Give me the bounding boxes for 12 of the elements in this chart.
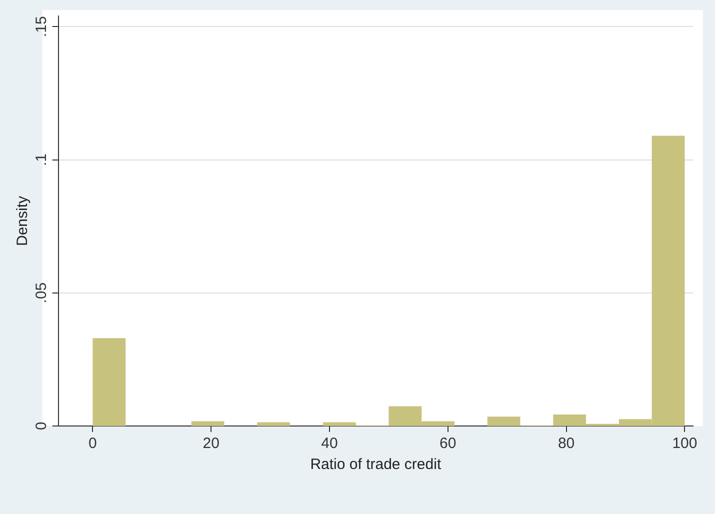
x-tick-label: 40 [321, 435, 338, 452]
y-tick-label: .05 [32, 282, 50, 304]
y-axis-title: Density [14, 196, 32, 246]
x-tick-label: 0 [88, 435, 97, 452]
y-tick-label: .15 [32, 16, 50, 38]
x-tick-label: 60 [440, 435, 456, 452]
y-tick-label: 0 [32, 422, 50, 430]
x-tick-label: 80 [558, 435, 575, 452]
x-tick-label: 20 [202, 435, 220, 452]
y-tick-label: .1 [32, 154, 50, 166]
x-axis-title: Ratio of trade credit [310, 456, 442, 474]
x-tick-label: 100 [672, 435, 698, 452]
